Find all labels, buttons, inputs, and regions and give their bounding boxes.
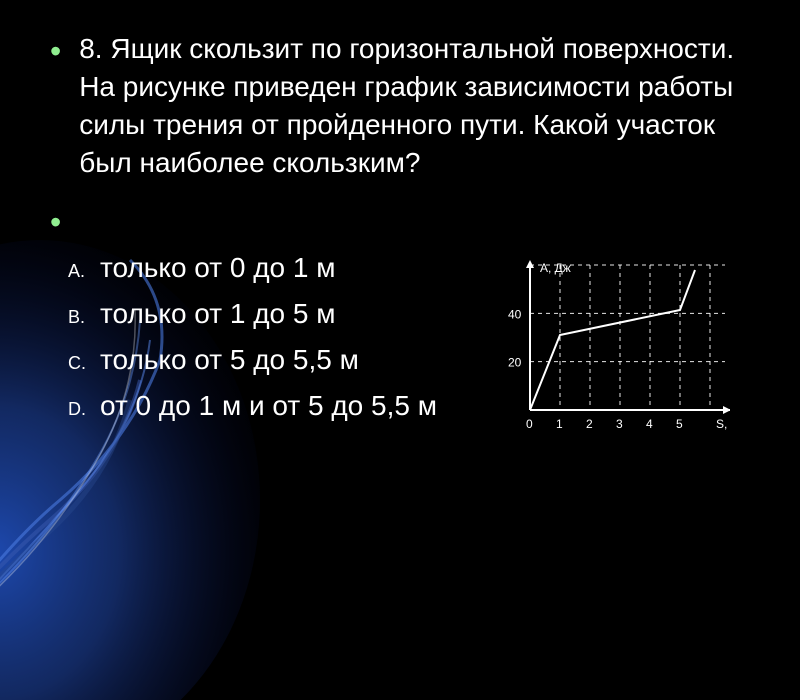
- answer-letter: B.: [50, 307, 100, 328]
- answers-list: A. только от 0 до 1 м B. только от 1 до …: [50, 248, 740, 426]
- answer-d: D. от 0 до 1 м и от 5 до 5,5 м: [50, 386, 740, 426]
- answer-text: только от 5 до 5,5 м: [100, 340, 359, 380]
- answer-c: C. только от 5 до 5,5 м: [50, 340, 740, 380]
- question-body: Ящик скользит по горизонтальной поверхно…: [79, 33, 734, 178]
- answer-text: от 0 до 1 м и от 5 до 5,5 м: [100, 386, 437, 426]
- answer-letter: D.: [50, 399, 100, 420]
- answer-text: только от 1 до 5 м: [100, 294, 336, 334]
- answer-letter: C.: [50, 353, 100, 374]
- answer-text: только от 0 до 1 м: [100, 248, 336, 288]
- spacer-bullet: •: [50, 202, 740, 240]
- answer-a: A. только от 0 до 1 м: [50, 248, 740, 288]
- bullet-icon: •: [50, 203, 61, 241]
- slide-content: • 8. Ящик скользит по горизонтальной пов…: [0, 0, 800, 452]
- answer-b: B. только от 1 до 5 м: [50, 294, 740, 334]
- bullet-icon: •: [50, 32, 61, 70]
- answer-letter: A.: [50, 261, 100, 282]
- question-block: • 8. Ящик скользит по горизонтальной пов…: [50, 30, 740, 182]
- question-number: 8.: [79, 33, 102, 64]
- question-text: 8. Ящик скользит по горизонтальной повер…: [79, 30, 740, 182]
